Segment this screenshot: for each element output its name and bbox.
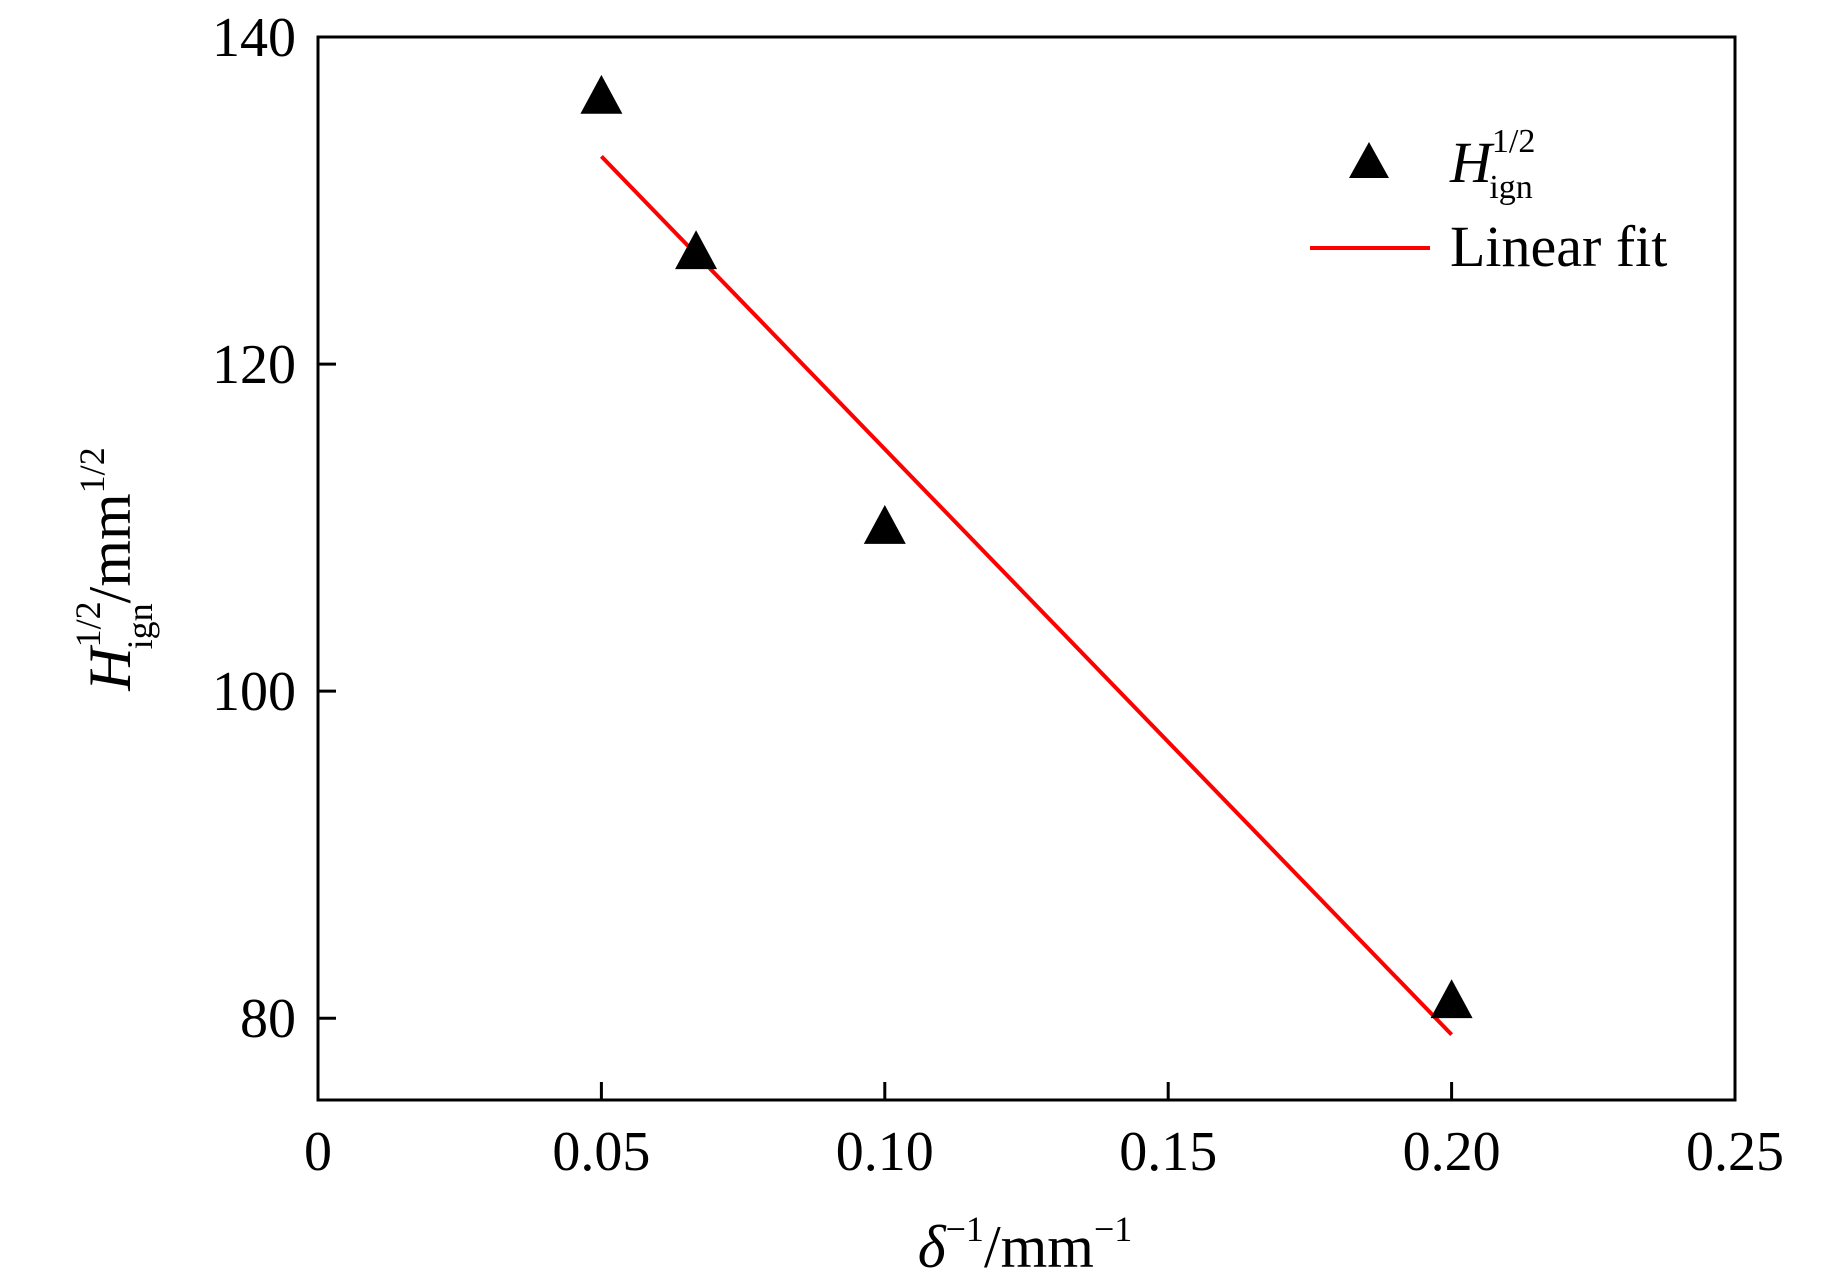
y-axis-unit-sup: 1/2 [72, 447, 112, 493]
x-axis-ticks: 0 0.05 0.10 0.15 0.20 0.25 [304, 1082, 1784, 1183]
y-tick-label: 80 [240, 988, 296, 1050]
legend: H1/2 ign Linear fit [1310, 123, 1667, 279]
x-axis-unit: /mm [984, 1214, 1094, 1280]
x-axis-unit-sup: −1 [1094, 1209, 1132, 1249]
legend-scatter-symbol: H [1449, 130, 1495, 195]
legend-scatter-label: H1/2 ign [1449, 123, 1535, 206]
series-layer [580, 74, 1473, 1036]
data-point-triangle [675, 230, 718, 270]
x-tick-label: 0.20 [1403, 1121, 1501, 1183]
legend-scatter-sup: 1/2 [1492, 123, 1535, 160]
data-point-triangle [580, 74, 623, 114]
x-axis-symbol: δ [918, 1214, 947, 1280]
y-axis-label: H1/2 ign/mm1/2 [68, 447, 160, 691]
y-axis-symbol: H [77, 644, 143, 692]
y-tick-label: 120 [212, 334, 296, 396]
x-tick-label: 0.10 [836, 1121, 934, 1183]
y-axis-ticks: 80 100 120 140 [212, 7, 336, 1050]
x-tick-label: 0.05 [552, 1121, 650, 1183]
legend-scatter-sub: ign [1489, 169, 1532, 206]
linear-fit-line [599, 154, 1454, 1036]
plot-frame [316, 35, 1737, 1102]
y-axis-sub: ign [120, 603, 160, 649]
x-tick-label: 0.25 [1686, 1121, 1784, 1183]
x-tick-label: 0 [304, 1121, 332, 1183]
x-axis-symbol-sup: −1 [946, 1209, 984, 1249]
data-point-triangle [863, 504, 906, 544]
x-tick-label: 0.15 [1119, 1121, 1217, 1183]
legend-line-label: Linear fit [1450, 214, 1667, 279]
y-axis-unit: /mm [77, 493, 143, 603]
legend-triangle-marker [1349, 142, 1389, 178]
y-tick-label: 100 [212, 661, 296, 723]
y-tick-label: 140 [212, 7, 296, 69]
y-axis-sup: 1/2 [68, 601, 108, 647]
data-point-triangle [1430, 979, 1473, 1019]
x-axis-label: δ−1/mm−1 [918, 1209, 1133, 1280]
